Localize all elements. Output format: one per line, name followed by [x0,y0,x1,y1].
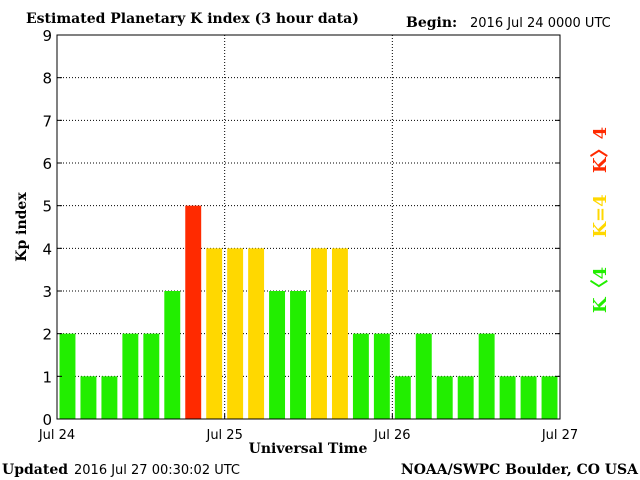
kp-bar [394,376,411,419]
credit-text: NOAA/SWPC Boulder, CO USA [401,462,639,478]
x-tick-label: Jul 26 [373,428,410,443]
x-tick-label: Jul 27 [541,428,578,443]
legend-k-lt-4: K〈4 [590,267,611,313]
kp-bar [290,291,306,419]
kp-bar [373,333,390,419]
kp-bar [311,248,327,419]
y-axis-label: Kp index [14,192,30,262]
y-tick-label: 5 [42,198,52,216]
kp-bar [499,376,516,419]
kp-bar [101,376,118,419]
y-tick-label: 6 [42,155,52,173]
chart-title: Estimated Planetary K index (3 hour data… [26,11,359,27]
updated-value: 2016 Jul 27 00:30:02 UTC [74,463,240,478]
y-tick-label: 3 [42,283,52,301]
kp-bar [227,248,244,419]
plot-frame [56,34,561,420]
x-tick-label: Jul 25 [205,428,242,443]
x-axis-label: Universal Time [249,441,368,457]
begin-value: 2016 Jul 24 0000 UTC [470,16,611,31]
kp-bar [541,376,558,419]
kp-bar [59,333,76,419]
kp-bar [143,333,160,419]
kp-bar [352,333,369,419]
y-tick-label: 9 [42,27,52,45]
kp-bar [415,333,432,419]
kp-bar [436,376,453,419]
begin-label: Begin: [406,15,457,31]
kp-bar [269,291,286,419]
legend-k-eq-4: K=4 [590,194,611,237]
kp-bar [206,248,223,419]
y-tick-label: 7 [42,112,52,130]
y-tick-label: 8 [42,70,52,88]
kp-bar [122,333,139,419]
legend-k-gt-4: K〉4 [590,127,611,173]
y-tick-label: 0 [42,411,52,429]
kp-bar [248,248,265,419]
updated-label: Updated [2,462,68,478]
x-tick-label: Jul 24 [38,428,75,443]
kp-bar [164,291,181,419]
kp-bar [520,376,537,419]
kp-bar [80,376,97,419]
kp-bar [457,376,474,419]
kp-bar [478,333,495,419]
kp-bar [185,205,202,419]
y-tick-label: 1 [42,368,52,386]
kp-bar [331,248,348,419]
y-tick-label: 4 [42,240,52,258]
y-tick-label: 2 [42,326,52,344]
